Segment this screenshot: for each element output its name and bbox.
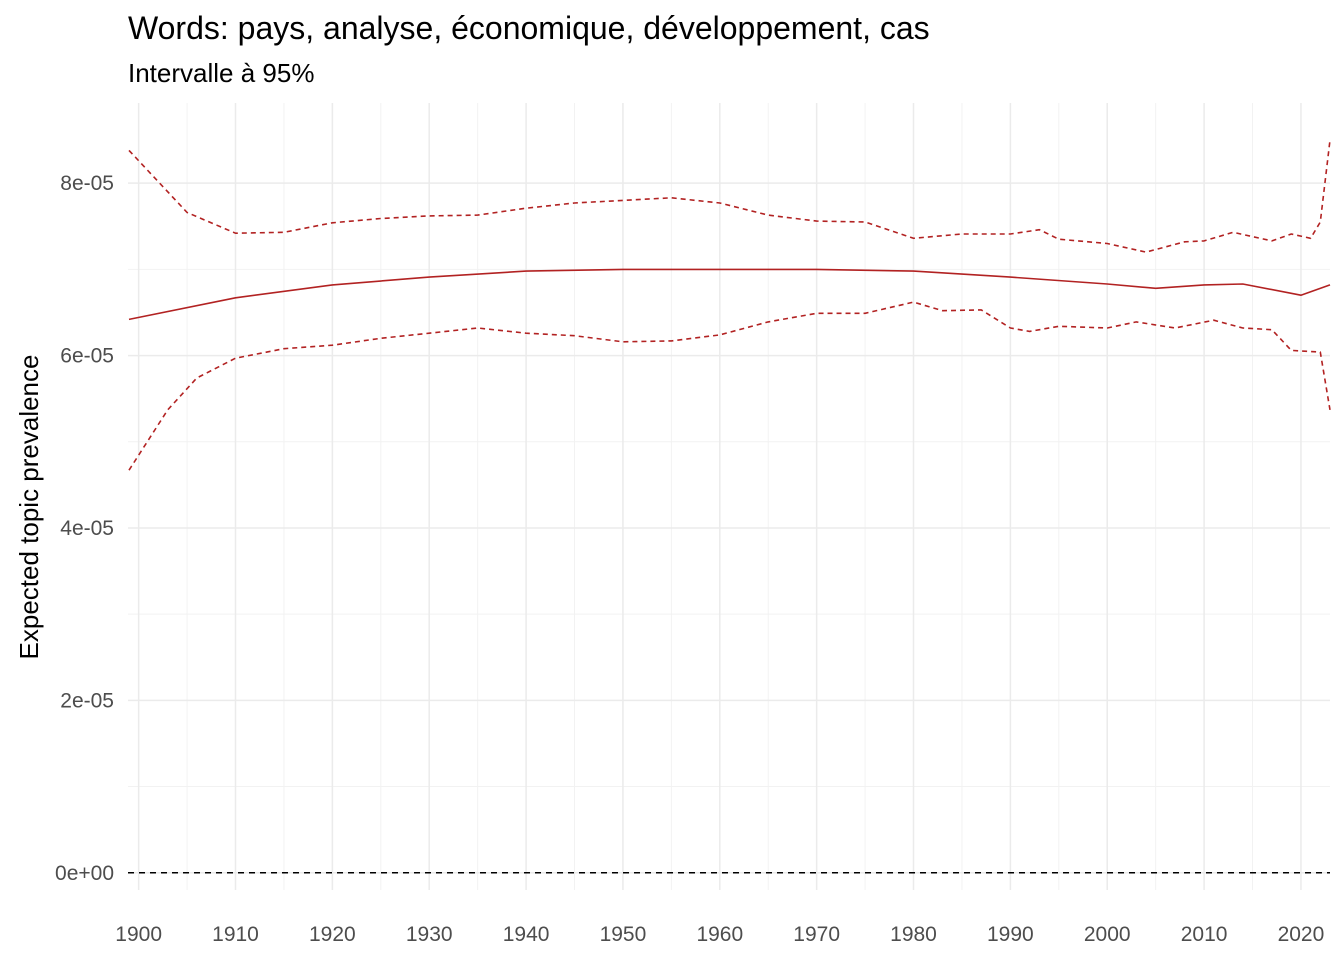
series-line-mean bbox=[128, 268, 1331, 321]
y-tick-label: 4e-05 bbox=[60, 517, 114, 540]
x-tick-label: 1920 bbox=[309, 923, 356, 946]
chart-subtitle: Intervalle à 95% bbox=[128, 58, 315, 88]
x-tick-label: 1960 bbox=[696, 923, 743, 946]
x-axis-ticks: 1900 1910 1920 1930 1940 1950 1960 1970 1980 1990… bbox=[115, 923, 1324, 946]
x-tick-label: 1910 bbox=[212, 923, 259, 946]
x-tick-label: 1990 bbox=[987, 923, 1034, 946]
x-tick-label: 1930 bbox=[406, 923, 453, 946]
x-tick-label: 1900 bbox=[115, 923, 162, 946]
y-tick-label: 0e+00 bbox=[55, 862, 114, 885]
x-tick-label: 1970 bbox=[793, 923, 840, 946]
x-tick-label: 2010 bbox=[1181, 923, 1228, 946]
series-line-upper-95- bbox=[128, 140, 1331, 253]
y-tick-label: 8e-05 bbox=[60, 172, 114, 195]
grid bbox=[128, 103, 1330, 890]
chart-title: Words: pays, analyse, économique, dévelo… bbox=[128, 10, 930, 46]
y-axis-ticks: 0e+00 2e-05 4e-05 6e-05 8e-05 bbox=[55, 172, 114, 885]
y-axis-label: Expected topic prevalence bbox=[14, 355, 44, 660]
x-tick-label: 2000 bbox=[1084, 923, 1131, 946]
x-tick-label: 1980 bbox=[890, 923, 937, 946]
x-tick-label: 1950 bbox=[600, 923, 647, 946]
series-group bbox=[128, 140, 1331, 471]
y-tick-label: 6e-05 bbox=[60, 345, 114, 368]
x-tick-label: 1940 bbox=[503, 923, 550, 946]
y-tick-label: 2e-05 bbox=[60, 689, 114, 712]
series-line-lower-95- bbox=[128, 301, 1331, 471]
x-tick-label: 2020 bbox=[1278, 923, 1325, 946]
